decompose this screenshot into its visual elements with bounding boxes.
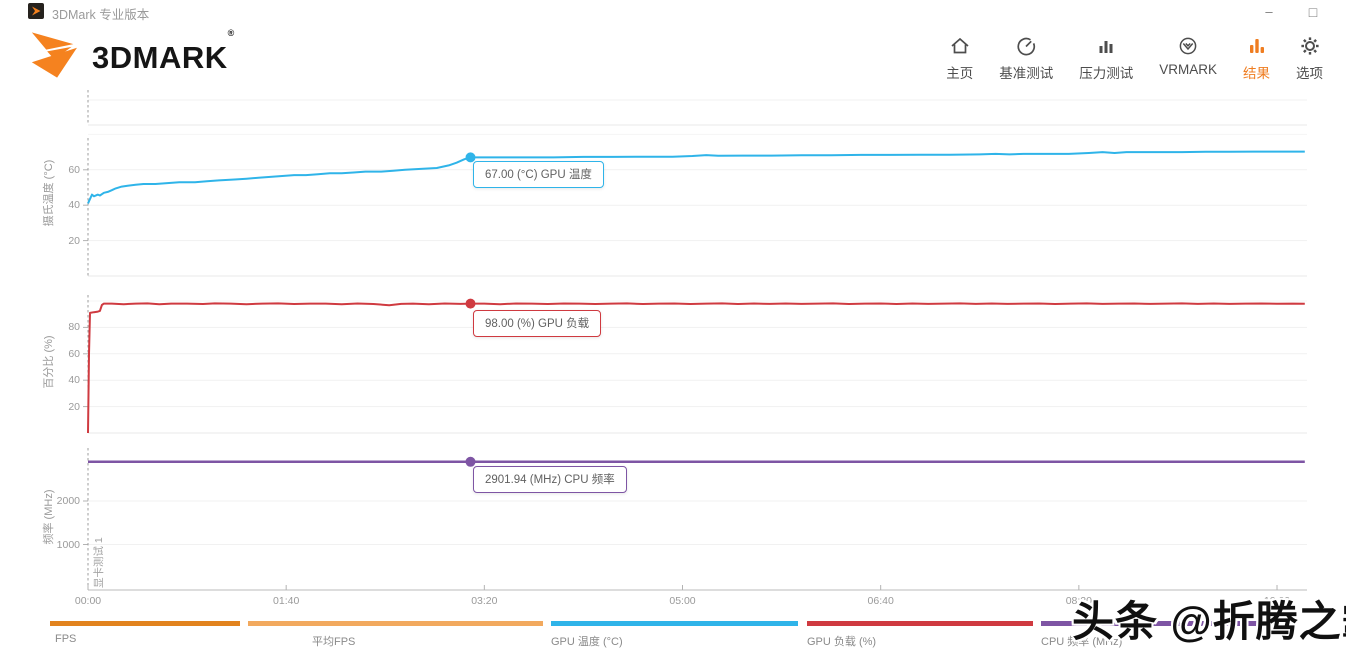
3dmark-logo: 3DMARK®: [30, 27, 235, 84]
tooltip-gpu-temperature: 67.00 (°C) GPU 温度: [473, 161, 604, 188]
app-icon: [28, 3, 44, 19]
series-gpu-load: [87, 302, 1305, 434]
home-icon: [949, 33, 971, 59]
legend-bar-2[interactable]: [248, 621, 543, 626]
y-tick-label: 20: [68, 400, 80, 413]
y-tick-label: 1000: [56, 538, 80, 551]
nav-item-benchmark[interactable]: 基准测试: [986, 31, 1066, 84]
nav-item-label: 压力测试: [1079, 66, 1134, 81]
legend-label: GPU 温度 (°C): [551, 636, 623, 648]
legend-label: CPU 频率 (MHz): [1041, 636, 1123, 648]
nav-item-stress[interactable]: 压力测试: [1066, 31, 1146, 84]
nav-item-label: 结果: [1243, 66, 1270, 81]
series-gpu-temperature: [87, 150, 1305, 204]
tooltip-cpu-frequency: 2901.94 (MHz) CPU 频率: [473, 466, 627, 493]
nav-item-options[interactable]: 选项: [1283, 31, 1336, 84]
y-tick-label: 60: [68, 347, 80, 360]
y-tick-label: 40: [68, 374, 80, 387]
legend-bar-4[interactable]: [807, 621, 1033, 626]
legend-label: FPS: [55, 633, 77, 645]
charts-svg: [83, 90, 1307, 591]
maximize-button[interactable]: □: [1308, 3, 1318, 20]
x-tick-label: 08:20: [1065, 595, 1092, 607]
legend-bar-5[interactable]: [1041, 621, 1281, 626]
registered-mark: ®: [227, 27, 235, 38]
nav-item-label: VRMARK: [1159, 62, 1217, 77]
bars-icon: [1095, 33, 1117, 59]
results-icon: [1246, 33, 1268, 59]
y-tick-label: 60: [68, 163, 80, 176]
y-tick-label: 40: [68, 199, 80, 212]
y-tick-label: 2000: [56, 495, 80, 507]
monitoring-charts-panel: 摄氏温度 (°C) 百分比 (%) 频率 (MHz) 显卡测试 1 67.00 …: [0, 90, 1346, 651]
legend-bar-1[interactable]: [50, 621, 240, 626]
legend-bar-3[interactable]: [551, 621, 798, 626]
app-header: 3DMARK® 主页 基准测试 压力测试 VRMARK 结果 选项: [0, 23, 1346, 90]
test-start-annotation: 显卡测试 1: [93, 537, 105, 588]
x-tick-label: 00:00: [74, 595, 102, 607]
tooltip-gpu-load: 98.00 (%) GPU 负载: [473, 310, 602, 337]
x-tick-label: 01:40: [273, 595, 300, 607]
x-tick-label: 10:00: [1263, 595, 1291, 607]
marker-gpu-load: [465, 298, 476, 309]
x-tick-label: 06:40: [867, 595, 894, 607]
3dmark-logo-icon: [30, 31, 86, 84]
nav-item-label: 主页: [946, 66, 974, 81]
main-navigation: 主页 基准测试 压力测试 VRMARK 结果 选项: [933, 31, 1336, 84]
gauge-icon: [1015, 33, 1037, 59]
legend-label: 平均FPS: [312, 636, 356, 648]
x-tick-label: 05:00: [669, 595, 696, 607]
nav-item-vrmark[interactable]: VRMARK: [1146, 31, 1230, 79]
nav-item-results[interactable]: 结果: [1230, 31, 1283, 84]
watermark-text: 头条 @折腾之霸: [1072, 598, 1346, 645]
y-axis-label-frequency: 频率 (MHz): [43, 489, 55, 545]
3dmark-logo-text: 3DMARK®: [92, 27, 235, 75]
window-title: 3DMark 专业版本: [52, 8, 150, 22]
y-tick-label: 20: [68, 234, 80, 247]
nav-item-label: 基准测试: [999, 66, 1054, 81]
legend-label: GPU 负载 (%): [807, 636, 877, 648]
minimize-button[interactable]: –: [1265, 4, 1273, 19]
vrmark-icon: [1177, 33, 1199, 59]
x-tick-label: 03:20: [471, 595, 498, 607]
y-tick-label: 80: [68, 321, 80, 334]
gear-icon: [1299, 33, 1321, 59]
window-titlebar: 3DMark 专业版本 – □: [0, 0, 1346, 23]
marker-cpu-frequency: [465, 456, 476, 467]
nav-item-home[interactable]: 主页: [933, 31, 986, 84]
nav-item-label: 选项: [1296, 66, 1323, 81]
marker-gpu-temperature: [465, 152, 476, 163]
